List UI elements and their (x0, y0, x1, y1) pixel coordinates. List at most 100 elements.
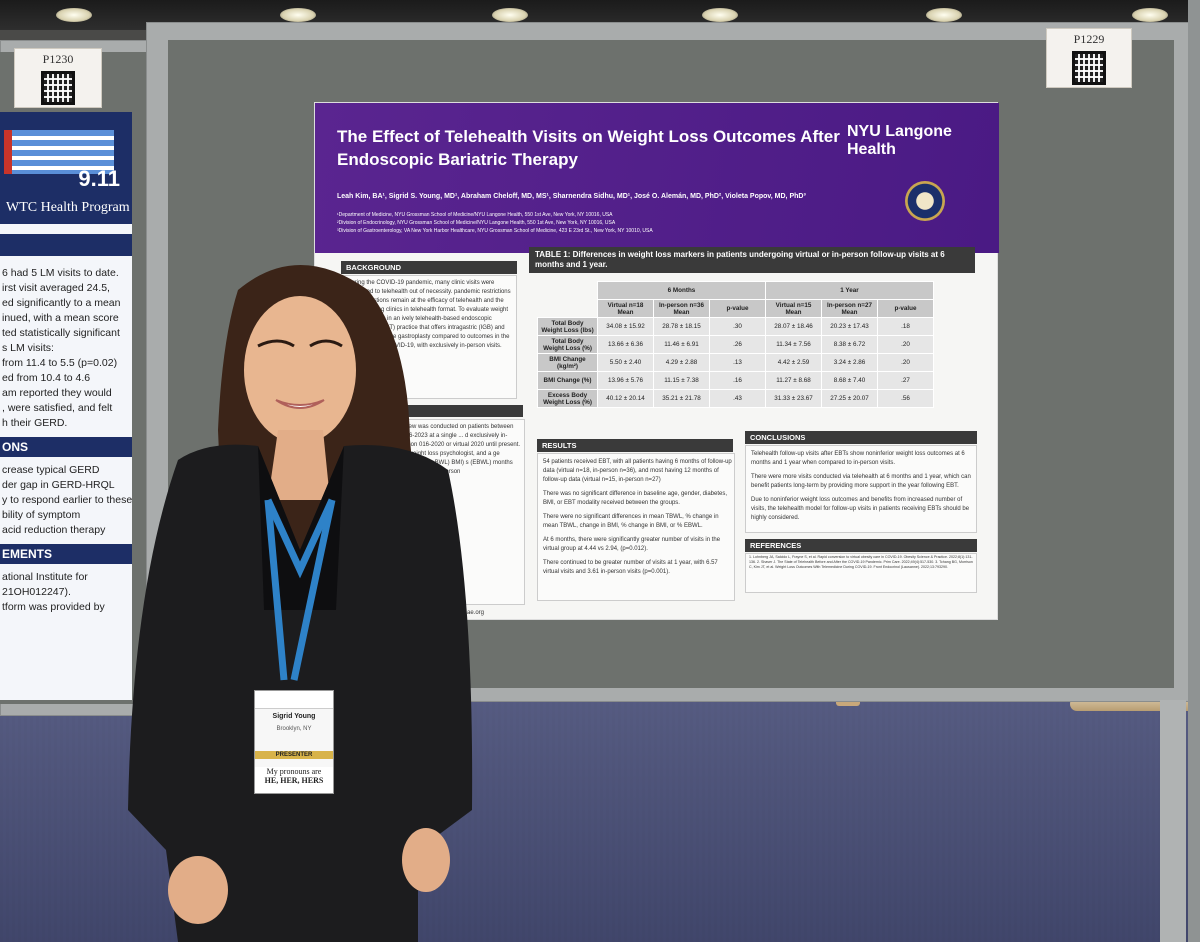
text-line: crease typical GERD (2, 464, 100, 476)
table-group-6-months: 6 Months (597, 281, 766, 300)
left-poster-number: 9.11 (78, 166, 120, 191)
poster-affiliations: ¹Department of Medicine, NYU Grossman Sc… (337, 211, 897, 235)
text-line: ed significantly to a mean (2, 297, 121, 309)
bullet-item: Due to noninferior weight loss outcomes … (751, 497, 970, 521)
text-line: ed from 10.4 to 4.6 (2, 372, 91, 384)
text-line: ational Institute for (2, 571, 88, 583)
left-poster-section: ONS (0, 437, 132, 457)
table-cell: 8.38 ± 6.72 (821, 335, 878, 354)
table-column-header: Virtual n=18 Mean (597, 299, 654, 318)
table-cell: .26 (709, 335, 766, 354)
qr-code-icon (1072, 51, 1106, 85)
table-cell: .27 (877, 371, 934, 390)
table-row-label: BMI Change (%) (537, 371, 598, 390)
table-header-row: Virtual n=18 Mean In-person n=36 Mean p-va… (538, 299, 934, 318)
bullet-item: 54 patients received EBT, with all patie… (543, 459, 732, 483)
table-row: BMI Change (kg/m²) 5.50 ± 2.40 4.29 ± 2.88… (537, 353, 934, 372)
ceiling-light (1132, 8, 1168, 22)
badge-name: Sigrid Young (272, 713, 316, 720)
poster-authors: Leah Kim, BA¹, Sigrid S. Young, MD¹, Abr… (337, 193, 806, 200)
table-cell: .43 (709, 389, 766, 408)
methods-url: ae.org (467, 610, 485, 616)
bullet-item: There continued to be greater number of … (543, 560, 718, 575)
right-hand (402, 828, 450, 892)
conclusions-box (745, 445, 977, 533)
affiliation: ³Division of Gastroenterology, VA New Yo… (337, 228, 653, 234)
table-row-label: Excess Body Weight Loss (%) (537, 389, 598, 408)
table-title: TABLE 1: Differences in weight loss mark… (529, 247, 975, 273)
table-row: Total Body Weight Loss (%) 13.66 ± 6.36 11… (537, 335, 934, 354)
black-top (258, 446, 344, 610)
table-row-label: Total Body Weight Loss (lbs) (537, 317, 598, 336)
table-column-header: p-value (877, 299, 934, 318)
affiliation: ¹Department of Medicine, NYU Grossman Sc… (337, 212, 613, 218)
booth-tag-right: P1229 (1046, 28, 1132, 88)
ceiling-light (280, 8, 316, 22)
conclusions-heading: CONCLUSIONS (745, 431, 977, 444)
flag-stripe (4, 130, 12, 174)
bullet-item: There was no significant difference in b… (543, 491, 728, 506)
research-poster: The Effect of Telehealth Visits on Weigh… (314, 102, 999, 620)
table-cell: .13 (709, 353, 766, 372)
affiliation: ²Division of Endocrinology, NYU Grossman… (337, 220, 616, 226)
text-line: der gap in GERD-HRQL (2, 479, 115, 491)
table-cell: .30 (709, 317, 766, 336)
table-cell: .56 (877, 389, 934, 408)
badge-location: Brooklyn, NY (276, 726, 312, 732)
text-line: bility of symptom (2, 509, 81, 521)
text-line: acid reduction therapy (2, 524, 106, 536)
results-list: 54 patients received EBT, with all patie… (543, 455, 733, 582)
table-cell: 4.29 ± 2.88 (653, 353, 710, 372)
table-cell: 13.96 ± 5.76 (597, 371, 654, 390)
board-post (1188, 0, 1200, 942)
table-cell: 11.27 ± 8.68 (765, 371, 822, 390)
references-heading: REFERENCES (745, 539, 977, 552)
left-poster: 9.11 WTC Health Program 6 had 5 LM visit… (0, 112, 132, 700)
table-cell: 31.33 ± 23.67 (765, 389, 822, 408)
poster-header: The Effect of Telehealth Visits on Weigh… (315, 103, 999, 253)
conclusions-list: Telehealth follow-up visits after EBTs s… (751, 447, 975, 528)
bullet-item: There were no significant differences in… (543, 514, 719, 529)
table-cell: 11.34 ± 7.56 (765, 335, 822, 354)
table-column-header: p-value (709, 299, 766, 318)
text-line: y to respond earlier to these (2, 494, 132, 506)
text-line: tform was provided by (2, 601, 105, 613)
text-line: 21OH012247). (2, 586, 71, 598)
bullet-item: Telehealth follow-up visits after EBTs s… (751, 451, 965, 466)
table-cell: .20 (877, 335, 934, 354)
table-cell: 8.68 ± 7.40 (821, 371, 878, 390)
table-column-header: Virtual n=15 Mean (765, 299, 822, 318)
table-cell: 5.50 ± 2.40 (597, 353, 654, 372)
booth-tag-left: P1230 (14, 48, 102, 108)
table-cell: 11.46 ± 6.91 (653, 335, 710, 354)
left-hand (168, 856, 228, 924)
ceiling-light (56, 8, 92, 22)
left-poster-section: EMENTS (0, 544, 132, 564)
table-cell: 34.08 ± 15.92 (597, 317, 654, 336)
table-row-label: BMI Change (kg/m²) (537, 353, 598, 372)
background-text: During the COVID-19 pandemic, many clini… (347, 280, 511, 349)
table-cell: .16 (709, 371, 766, 390)
text-line: 6 had 5 LM visits to date. (2, 267, 119, 279)
text-line: , were satisfied, and felt (2, 402, 113, 414)
text-line: h their GERD. (2, 417, 68, 429)
table-body: Total Body Weight Loss (lbs) 34.08 ± 15.9… (537, 317, 934, 408)
ceiling-light (492, 8, 528, 22)
references-text: 1. Lohnberg JA, Salcido L, Frayne S, et … (749, 555, 973, 569)
text-line: inued, with a mean score (2, 312, 119, 324)
qr-code-icon (41, 71, 75, 105)
text-line: ted statistically significant (2, 327, 120, 339)
methods-heading (395, 405, 523, 417)
table-cell: 28.07 ± 18.46 (765, 317, 822, 336)
neck (268, 430, 330, 500)
text-line: irst visit averaged 24.5, (2, 282, 110, 294)
table-cell: 11.15 ± 7.38 (653, 371, 710, 390)
table-cell: 20.23 ± 17.43 (821, 317, 878, 336)
table-cell: 35.21 ± 21.78 (653, 389, 710, 408)
va-seal-icon (905, 181, 945, 221)
table-row: Total Body Weight Loss (lbs) 34.08 ± 15.9… (537, 317, 934, 336)
flag-graphic (4, 130, 114, 174)
text-line: s LM visits: (2, 342, 54, 354)
name-badge: Sigrid Young Brooklyn, NY PRESENTER My p… (254, 690, 334, 794)
left-poster-text: ational Institute for 21OH012247). tform w… (0, 570, 132, 615)
